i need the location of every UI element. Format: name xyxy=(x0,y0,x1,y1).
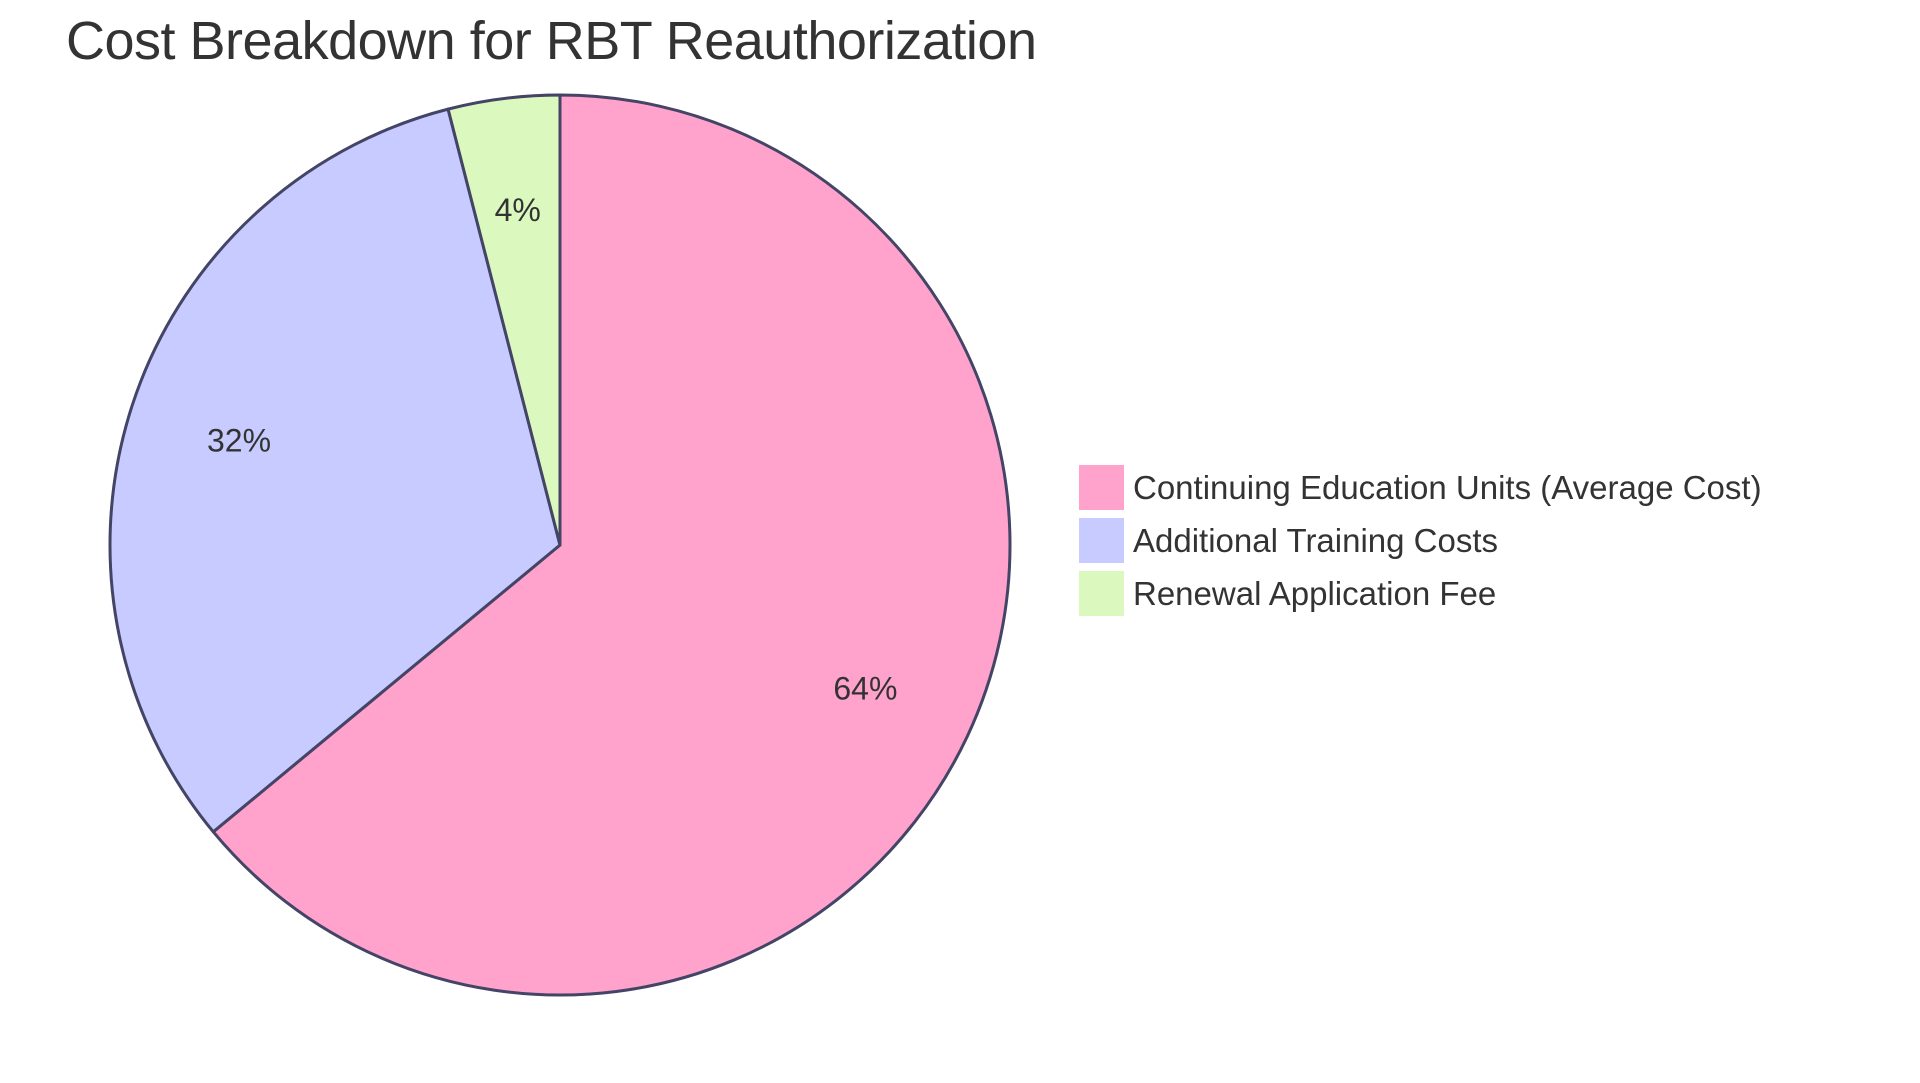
legend-label: Additional Training Costs xyxy=(1133,521,1499,559)
legend-swatch xyxy=(1079,571,1124,616)
legend-item-additional-training: Additional Training Costs xyxy=(1079,514,1762,567)
legend-swatch xyxy=(1079,465,1124,510)
pie-slice-labels: 64% 32% 4% xyxy=(207,192,897,707)
pie-slice-label-1: 32% xyxy=(207,423,271,459)
pie-slice-0 xyxy=(211,93,1012,997)
pie-slice-label-2: 4% xyxy=(495,192,541,228)
chart-title: Cost Breakdown for RBT Reauthorization xyxy=(66,11,1037,71)
legend: Continuing Education Units (Average Cost… xyxy=(1079,461,1762,620)
pie-slice-1 xyxy=(108,107,562,834)
legend-label: Continuing Education Units (Average Cost… xyxy=(1133,468,1762,506)
legend-item-continuing-education: Continuing Education Units (Average Cost… xyxy=(1079,461,1762,514)
pie-slice-2 xyxy=(446,93,562,547)
legend-swatch xyxy=(1079,518,1124,563)
pie-slice-label-0: 64% xyxy=(833,671,897,707)
legend-item-renewal-fee: Renewal Application Fee xyxy=(1079,567,1762,620)
pie-slices xyxy=(108,93,1012,997)
legend-label: Renewal Application Fee xyxy=(1133,574,1497,612)
